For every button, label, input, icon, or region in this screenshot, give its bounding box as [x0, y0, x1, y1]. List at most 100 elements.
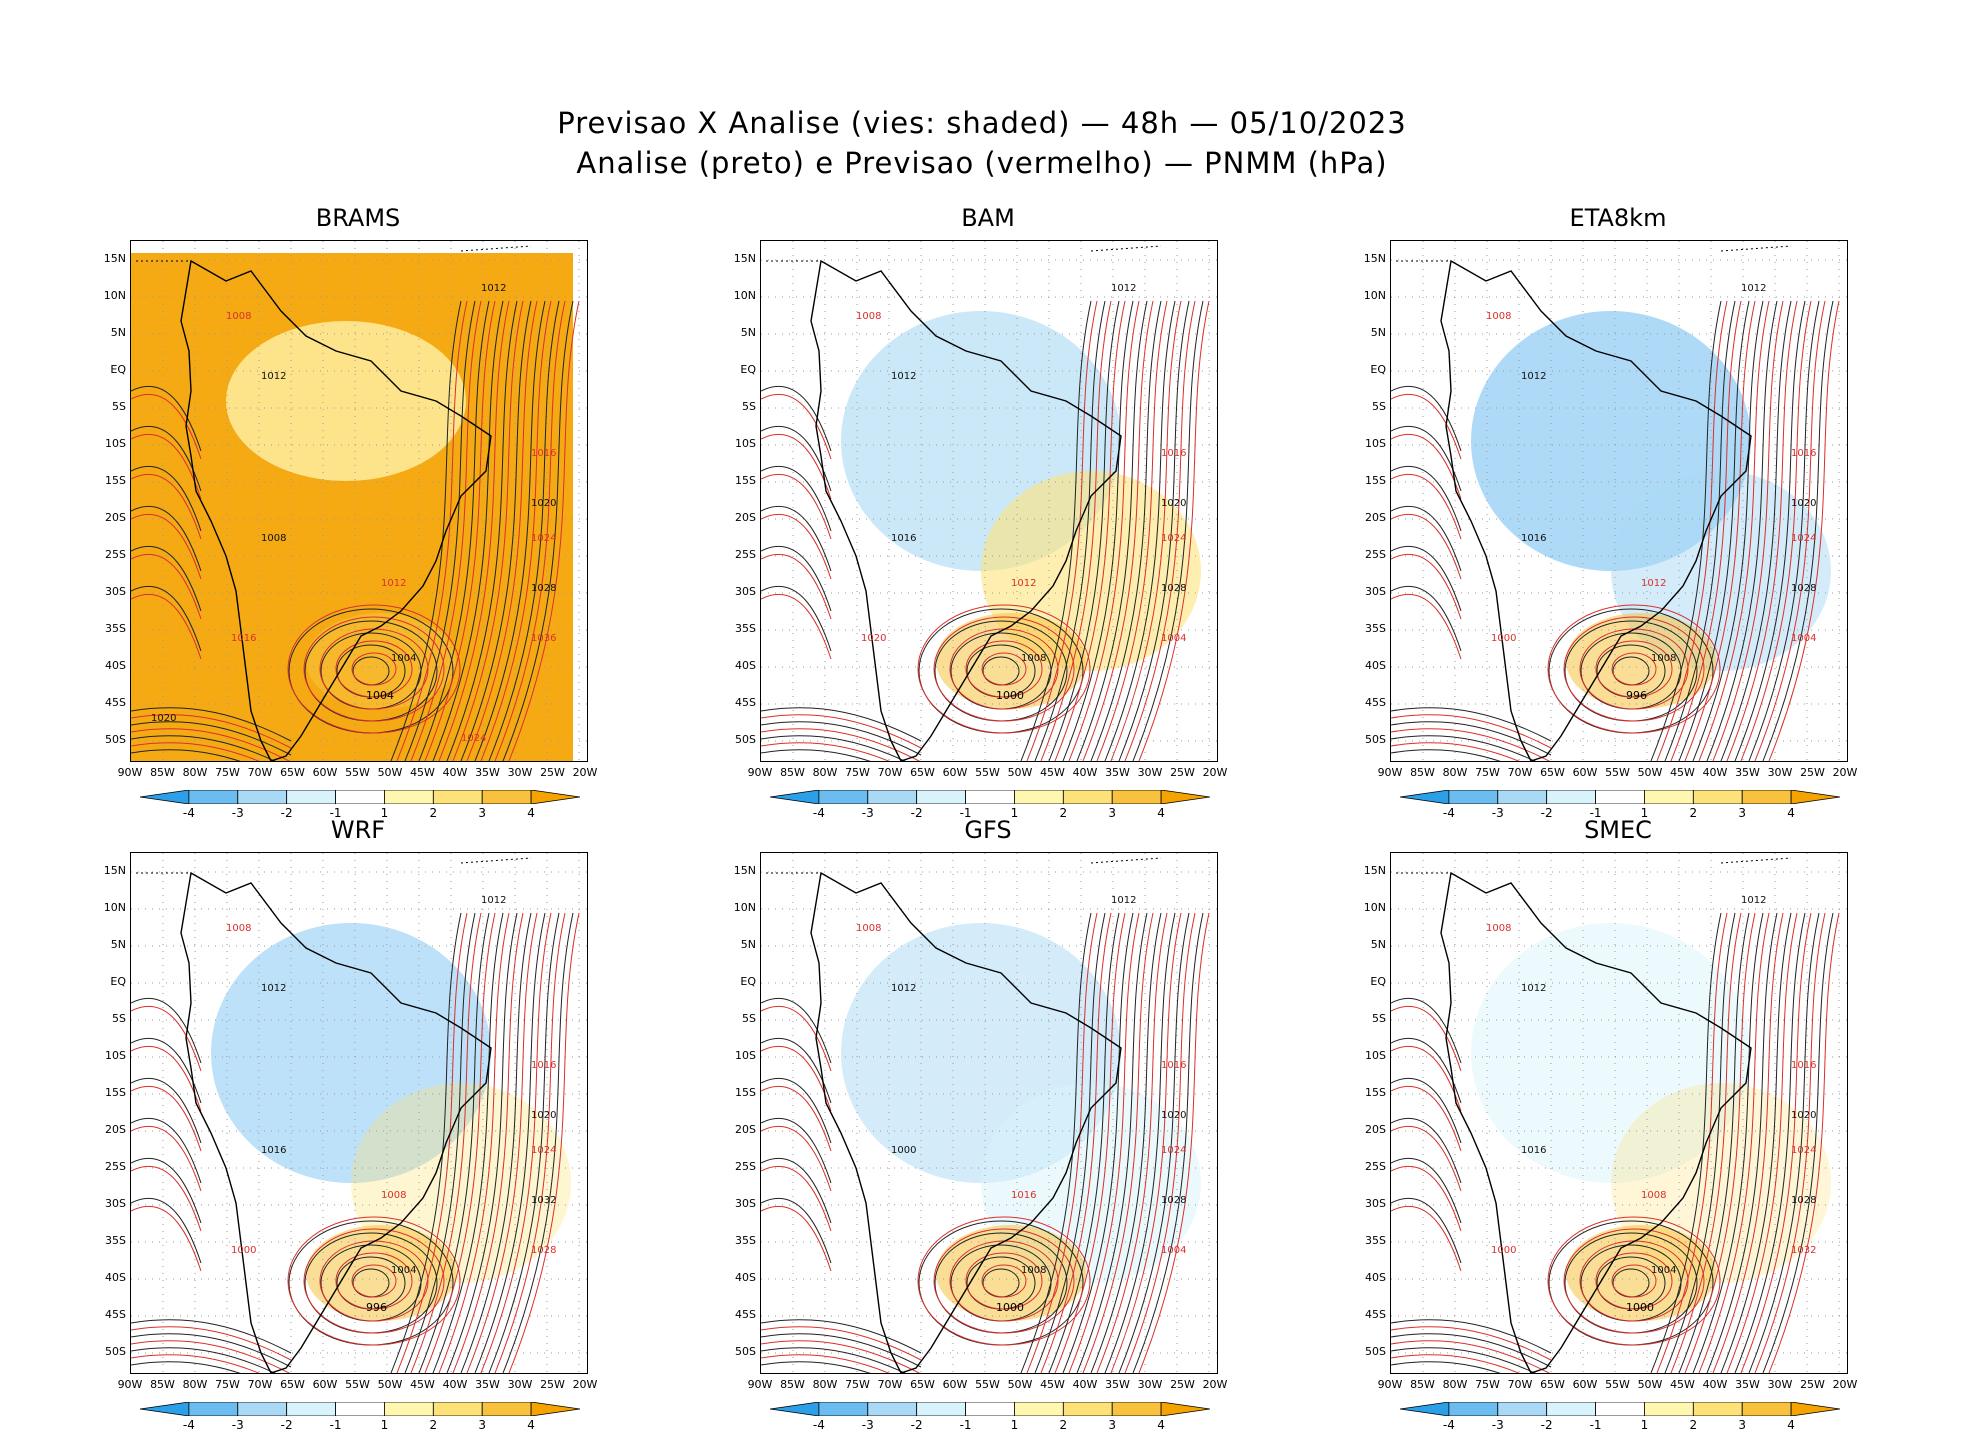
latitude-label: 20S — [105, 1123, 126, 1136]
isobar-analysis — [761, 465, 832, 532]
isobar-analysis — [390, 300, 462, 761]
colorbar-segment — [916, 790, 966, 804]
longitude-label: 25W — [540, 766, 565, 779]
longitude-label: 25W — [1800, 1378, 1825, 1391]
isobar-forecast — [1684, 912, 1756, 1373]
isobar-forecast — [1138, 300, 1210, 761]
isobar-analysis — [761, 545, 832, 612]
isobar-label: 1008 — [226, 923, 251, 934]
colorbar-segment — [1111, 790, 1162, 804]
isobar-forecast — [466, 912, 538, 1373]
isobar-analysis — [460, 300, 532, 761]
longitude-label: 55W — [975, 766, 1000, 779]
isobar-analysis — [131, 1037, 202, 1104]
isobar-forecast — [1054, 300, 1126, 761]
longitude-label: 85W — [1410, 766, 1435, 779]
isobar-label: 1036 — [531, 633, 556, 644]
isobar-analysis — [1020, 300, 1092, 761]
colorbar-tick-label: -4 — [812, 806, 825, 820]
isobar-analysis — [761, 1037, 832, 1104]
isobar-analysis — [131, 385, 202, 452]
colorbar-tick-label: -4 — [1442, 806, 1455, 820]
isobar-forecast — [131, 1125, 202, 1192]
latitude-label: 20S — [735, 511, 756, 524]
isobar-analysis — [1706, 912, 1778, 1373]
isobar-analysis — [131, 1333, 292, 1368]
isobar-forecast — [1391, 1085, 1462, 1152]
colorbar-segment — [867, 790, 918, 804]
latitude-label: 45S — [1365, 1308, 1386, 1321]
isobar-analysis — [761, 707, 922, 742]
isobar-analysis — [131, 1077, 202, 1144]
isobar-forecast — [1096, 300, 1168, 761]
isobar-forecast — [466, 300, 538, 761]
longitude-label: 65W — [1540, 1378, 1565, 1391]
longitude-label: 45W — [1040, 766, 1065, 779]
isobar-label: 1020 — [531, 498, 556, 509]
isobar-label: 1024 — [1161, 1145, 1186, 1156]
isobar-analysis — [761, 1157, 832, 1224]
map-area: 996 1012 1008 1012 1016 1020 1024 1028 1004 1008 1… — [1390, 240, 1848, 762]
isobar-label: 1000 — [1491, 633, 1516, 644]
isobar-analysis — [1391, 1361, 1501, 1373]
isobar-analysis — [404, 300, 476, 761]
isobar-forecast — [424, 912, 496, 1373]
isobar-analysis — [390, 912, 462, 1373]
isobar-forecast — [761, 1165, 832, 1232]
colorbar-tick-label: 1 — [380, 1418, 389, 1432]
colorbar-tick-label: 4 — [527, 806, 535, 820]
isobar-label: 1016 — [231, 633, 256, 644]
colorbar-tick-label: 4 — [1157, 1418, 1165, 1432]
isobar-label: 1004 — [1161, 1245, 1186, 1256]
isobar-label: 1012 — [481, 283, 506, 294]
colorbar-tick-label: 2 — [1059, 1418, 1068, 1432]
isobar-label: 1012 — [1111, 895, 1136, 906]
colorbar-segment — [1400, 790, 1450, 804]
isobar-forecast — [761, 742, 890, 761]
longitude-label: 50W — [1007, 1378, 1033, 1391]
isobar-label: 1000 — [1491, 1245, 1516, 1256]
isobar-forecast — [131, 1205, 202, 1272]
isobar-forecast — [1547, 604, 1721, 734]
isobar-analysis — [1678, 912, 1750, 1373]
colorbar-segment — [770, 790, 820, 804]
longitude-label: 30W — [1767, 1378, 1793, 1391]
latitude-label: 50S — [735, 733, 756, 746]
longitude-label: 75W — [1475, 766, 1500, 779]
isobar-analysis — [131, 585, 202, 652]
isobar-forecast — [1082, 300, 1154, 761]
colorbar-segment — [1595, 790, 1645, 804]
isobar-forecast — [965, 640, 1043, 698]
isobar-label: 1028 — [531, 1245, 556, 1256]
isobar-forecast — [1391, 473, 1462, 540]
isobar-analysis — [1650, 300, 1722, 761]
latitude-label: 5N — [740, 938, 756, 951]
isobar-forecast — [1754, 912, 1826, 1373]
longitude-label: 50W — [1637, 1378, 1663, 1391]
isobar-analysis — [404, 912, 476, 1373]
low-center-label: 1000 — [996, 689, 1024, 702]
colorbar-segment — [335, 790, 385, 804]
isobar-analysis — [502, 912, 574, 1373]
isobar-label: 1000 — [891, 1145, 916, 1156]
latitude-label: 35S — [105, 622, 126, 635]
colorbar-segment — [1741, 790, 1792, 804]
isobar-label: 1008 — [1486, 923, 1511, 934]
isobar-analysis — [131, 465, 202, 532]
colorbar-segment — [867, 1402, 918, 1416]
isobar-analysis — [761, 505, 832, 572]
isobar-forecast — [761, 553, 832, 620]
longitude-label: 55W — [345, 766, 370, 779]
isobar-analysis — [1692, 300, 1764, 761]
panel-title: SMEC — [1584, 816, 1652, 844]
isobar-label: 1012 — [891, 983, 916, 994]
isobar-analysis — [1391, 585, 1462, 652]
isobar-analysis — [761, 721, 922, 756]
colorbar-segment — [1448, 1402, 1499, 1416]
isobar-analysis — [1034, 912, 1106, 1373]
latitude-label: 15N — [1363, 252, 1386, 265]
latitude-label: 10N — [103, 289, 126, 302]
latitude-label: 15S — [735, 474, 756, 487]
longitude-label: 90W — [1377, 1378, 1403, 1391]
isobar-label: 1016 — [1521, 1145, 1546, 1156]
